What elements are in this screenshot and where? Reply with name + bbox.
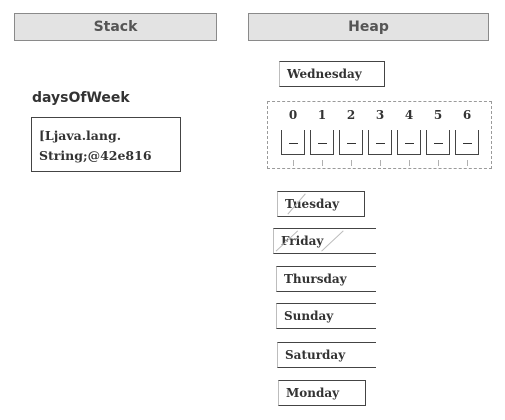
arrow-stub-icon: [322, 160, 323, 166]
reference-value-box: [Ljava.lang. String;@42e816: [31, 117, 181, 172]
array-index: 5: [433, 108, 443, 122]
arrow-stub-icon: [409, 160, 410, 166]
reference-line-1: [Ljava.lang.: [39, 128, 122, 143]
array-index: 2: [346, 108, 356, 122]
array-index: 1: [317, 108, 327, 122]
heap-string-tuesday: Tuesday: [277, 191, 365, 217]
array-index: 6: [462, 108, 472, 122]
heap-string-saturday: Saturday: [277, 342, 376, 368]
arrow-stub-icon: [438, 160, 439, 166]
reference-dot-icon: [405, 143, 414, 144]
array-cell: [310, 130, 334, 166]
heap-string-label: Monday: [286, 386, 340, 400]
reference-dot-icon: [318, 143, 327, 144]
heap-string-label: Saturday: [285, 348, 346, 362]
reference-dot-icon: [376, 143, 385, 144]
heap-string-label: Thursday: [284, 272, 347, 286]
reference-dot-icon: [463, 143, 472, 144]
heap-string-label: Tuesday: [285, 197, 340, 211]
array-index: 3: [375, 108, 385, 122]
heap-string-label: Wednesday: [287, 67, 362, 81]
array-cell: [368, 130, 392, 166]
heap-header: Heap: [248, 13, 489, 41]
heap-string-wednesday: Wednesday: [279, 61, 385, 87]
heap-string-monday: Monday: [278, 380, 366, 406]
heap-string-friday: Friday: [273, 228, 376, 254]
arrow-stub-icon: [467, 160, 468, 166]
reference-dot-icon: [289, 143, 298, 144]
arrow-stub-icon: [380, 160, 381, 166]
string-array: 0 1 2 3 4 5 6: [267, 101, 492, 169]
stack-header: Stack: [14, 13, 217, 41]
array-cell: [426, 130, 450, 166]
array-cell: [397, 130, 421, 166]
reference-dot-icon: [347, 143, 356, 144]
array-cell: [339, 130, 363, 166]
reference-dot-icon: [434, 143, 443, 144]
variable-name: daysOfWeek: [32, 90, 130, 106]
heap-string-label: Friday: [281, 234, 324, 248]
arrow-stub-icon: [351, 160, 352, 166]
arrow-stub-icon: [293, 160, 294, 166]
array-index: 4: [404, 108, 414, 122]
reference-line-2: String;@42e816: [39, 148, 152, 163]
heap-string-sunday: Sunday: [276, 303, 376, 329]
array-cell: [281, 130, 305, 166]
heap-string-label: Sunday: [284, 309, 334, 323]
array-index: 0: [288, 108, 298, 122]
array-cell: [455, 130, 479, 166]
heap-string-thursday: Thursday: [276, 266, 376, 292]
